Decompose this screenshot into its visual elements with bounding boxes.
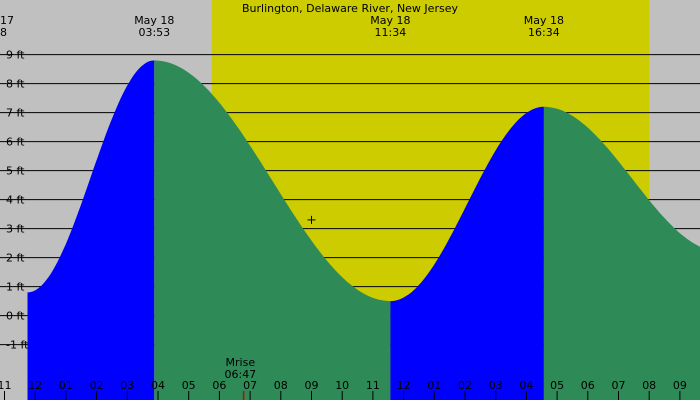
extreme-date: May 18 — [370, 14, 410, 27]
x-tick-label: 09 — [673, 379, 687, 392]
x-tick-label: 09 — [305, 379, 319, 392]
x-tick-label: 11 — [366, 379, 380, 392]
x-tick-label: 06 — [212, 379, 226, 392]
current-position-marker — [307, 215, 316, 224]
y-axis-labels: -1 ft 0 ft 1 ft 2 ft 3 ft 4 ft 5 ft 6 ft 7 ft 8 f… — [6, 49, 29, 352]
x-tick-label: 04 — [151, 379, 165, 392]
y-tick-label: 5 ft — [6, 165, 25, 178]
y-tick-label: 6 ft — [6, 136, 25, 149]
x-tick-label: 04 — [519, 379, 533, 392]
x-tick-label: 12 — [28, 379, 42, 392]
rising-tide-area — [390, 106, 544, 400]
x-axis-labels: 11 12 01 02 03 04 05 06 07 08 09 10 11 12 01 02 03 04 05 06… — [0, 379, 687, 392]
extreme-time: 03:53 — [138, 26, 170, 39]
x-tick-label: 05 — [550, 379, 564, 392]
tide-areas — [27, 60, 700, 400]
extreme-date: May 18 — [524, 14, 564, 27]
x-tick-label: 07 — [243, 379, 257, 392]
x-tick-label: 02 — [90, 379, 104, 392]
y-tick-label: 2 ft — [6, 252, 25, 265]
x-tick-label: 12 — [397, 379, 411, 392]
y-tick-label: 0 ft — [6, 310, 25, 323]
y-tick-label: 3 ft — [6, 223, 25, 236]
x-tick-label: 01 — [427, 379, 441, 392]
x-tick-label: 03 — [489, 379, 503, 392]
x-tick-label: 03 — [120, 379, 134, 392]
x-tick-label: 08 — [642, 379, 656, 392]
moonrise-time: 06:47 — [224, 368, 256, 381]
x-tick-label: 10 — [335, 379, 349, 392]
x-tick-label: 06 — [581, 379, 595, 392]
chart-title: Burlington, Delaware River, New Jersey — [242, 2, 458, 15]
x-tick-label: 07 — [612, 379, 626, 392]
extreme-time: 16:34 — [528, 26, 560, 39]
x-tick-label: 05 — [182, 379, 196, 392]
x-tick-label: 11 — [0, 379, 12, 392]
falling-tide-area — [154, 60, 391, 400]
y-tick-label: 7 ft — [6, 107, 25, 120]
y-tick-label: 8 ft — [6, 78, 25, 91]
x-tick-label: 08 — [274, 379, 288, 392]
y-tick-label: 1 ft — [6, 281, 25, 294]
moonrise-annotation: Mrise 06:47 — [224, 356, 256, 400]
y-tick-label: 9 ft — [6, 49, 25, 62]
moonrise-tick — [242, 391, 245, 400]
falling-tide-area — [543, 106, 700, 400]
x-tick-label: 02 — [458, 379, 472, 392]
extreme-time: 11:34 — [375, 26, 407, 39]
y-tick-label: -1 ft — [6, 339, 29, 352]
extreme-date: May 18 — [134, 14, 174, 27]
edge-label-top: 17 — [0, 14, 14, 27]
x-tick-label: 01 — [59, 379, 73, 392]
rising-tide-area — [27, 60, 155, 400]
edge-label-bottom: 8 — [0, 26, 7, 39]
moonrise-label: Mrise — [226, 356, 256, 369]
y-tick-label: 4 ft — [6, 194, 25, 207]
x-axis-ticks — [4, 391, 681, 400]
